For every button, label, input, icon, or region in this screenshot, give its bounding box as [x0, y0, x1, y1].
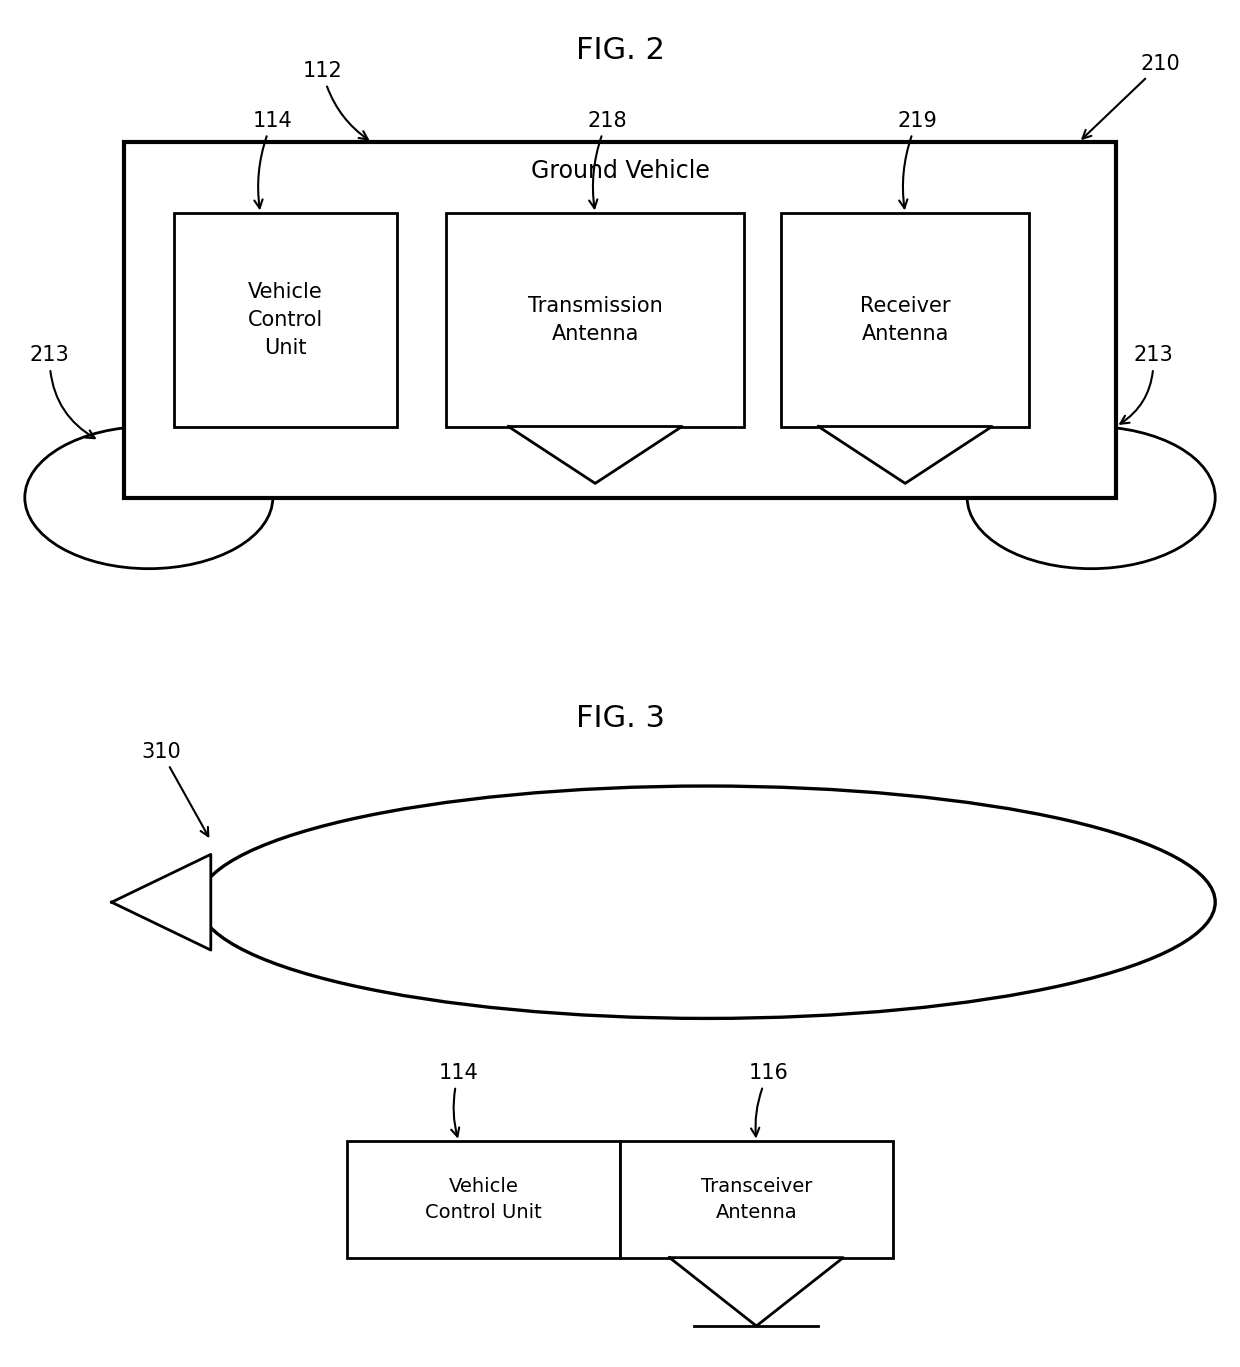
Text: 112: 112: [303, 62, 368, 139]
Text: Vehicle
Control
Unit: Vehicle Control Unit: [248, 282, 322, 358]
Text: 213: 213: [30, 346, 94, 439]
Circle shape: [967, 427, 1215, 569]
Ellipse shape: [198, 786, 1215, 1018]
Bar: [174, 213, 397, 427]
Text: 218: 218: [588, 111, 627, 208]
Text: 213: 213: [1120, 346, 1173, 424]
Bar: [124, 142, 1116, 498]
Polygon shape: [508, 427, 682, 484]
Text: Transmission
Antenna: Transmission Antenna: [528, 295, 662, 344]
Bar: [446, 213, 744, 427]
Polygon shape: [818, 427, 992, 484]
Bar: [781, 213, 1029, 427]
Bar: [347, 1141, 620, 1258]
Circle shape: [25, 427, 273, 569]
Text: 116: 116: [749, 1064, 789, 1136]
Text: Transceiver
Antenna: Transceiver Antenna: [701, 1177, 812, 1222]
Bar: [620, 1141, 893, 1258]
Text: Vehicle
Control Unit: Vehicle Control Unit: [425, 1177, 542, 1222]
Polygon shape: [670, 1258, 843, 1326]
Polygon shape: [112, 854, 211, 950]
Text: Receiver
Antenna: Receiver Antenna: [861, 295, 950, 344]
Text: FIG. 2: FIG. 2: [575, 36, 665, 64]
Text: Ground Vehicle: Ground Vehicle: [531, 159, 709, 183]
Text: FIG. 3: FIG. 3: [575, 704, 665, 733]
Text: 210: 210: [1083, 53, 1180, 138]
Text: 114: 114: [253, 111, 293, 208]
Text: 310: 310: [141, 742, 208, 837]
Text: 114: 114: [439, 1064, 479, 1136]
Text: 219: 219: [898, 111, 937, 208]
